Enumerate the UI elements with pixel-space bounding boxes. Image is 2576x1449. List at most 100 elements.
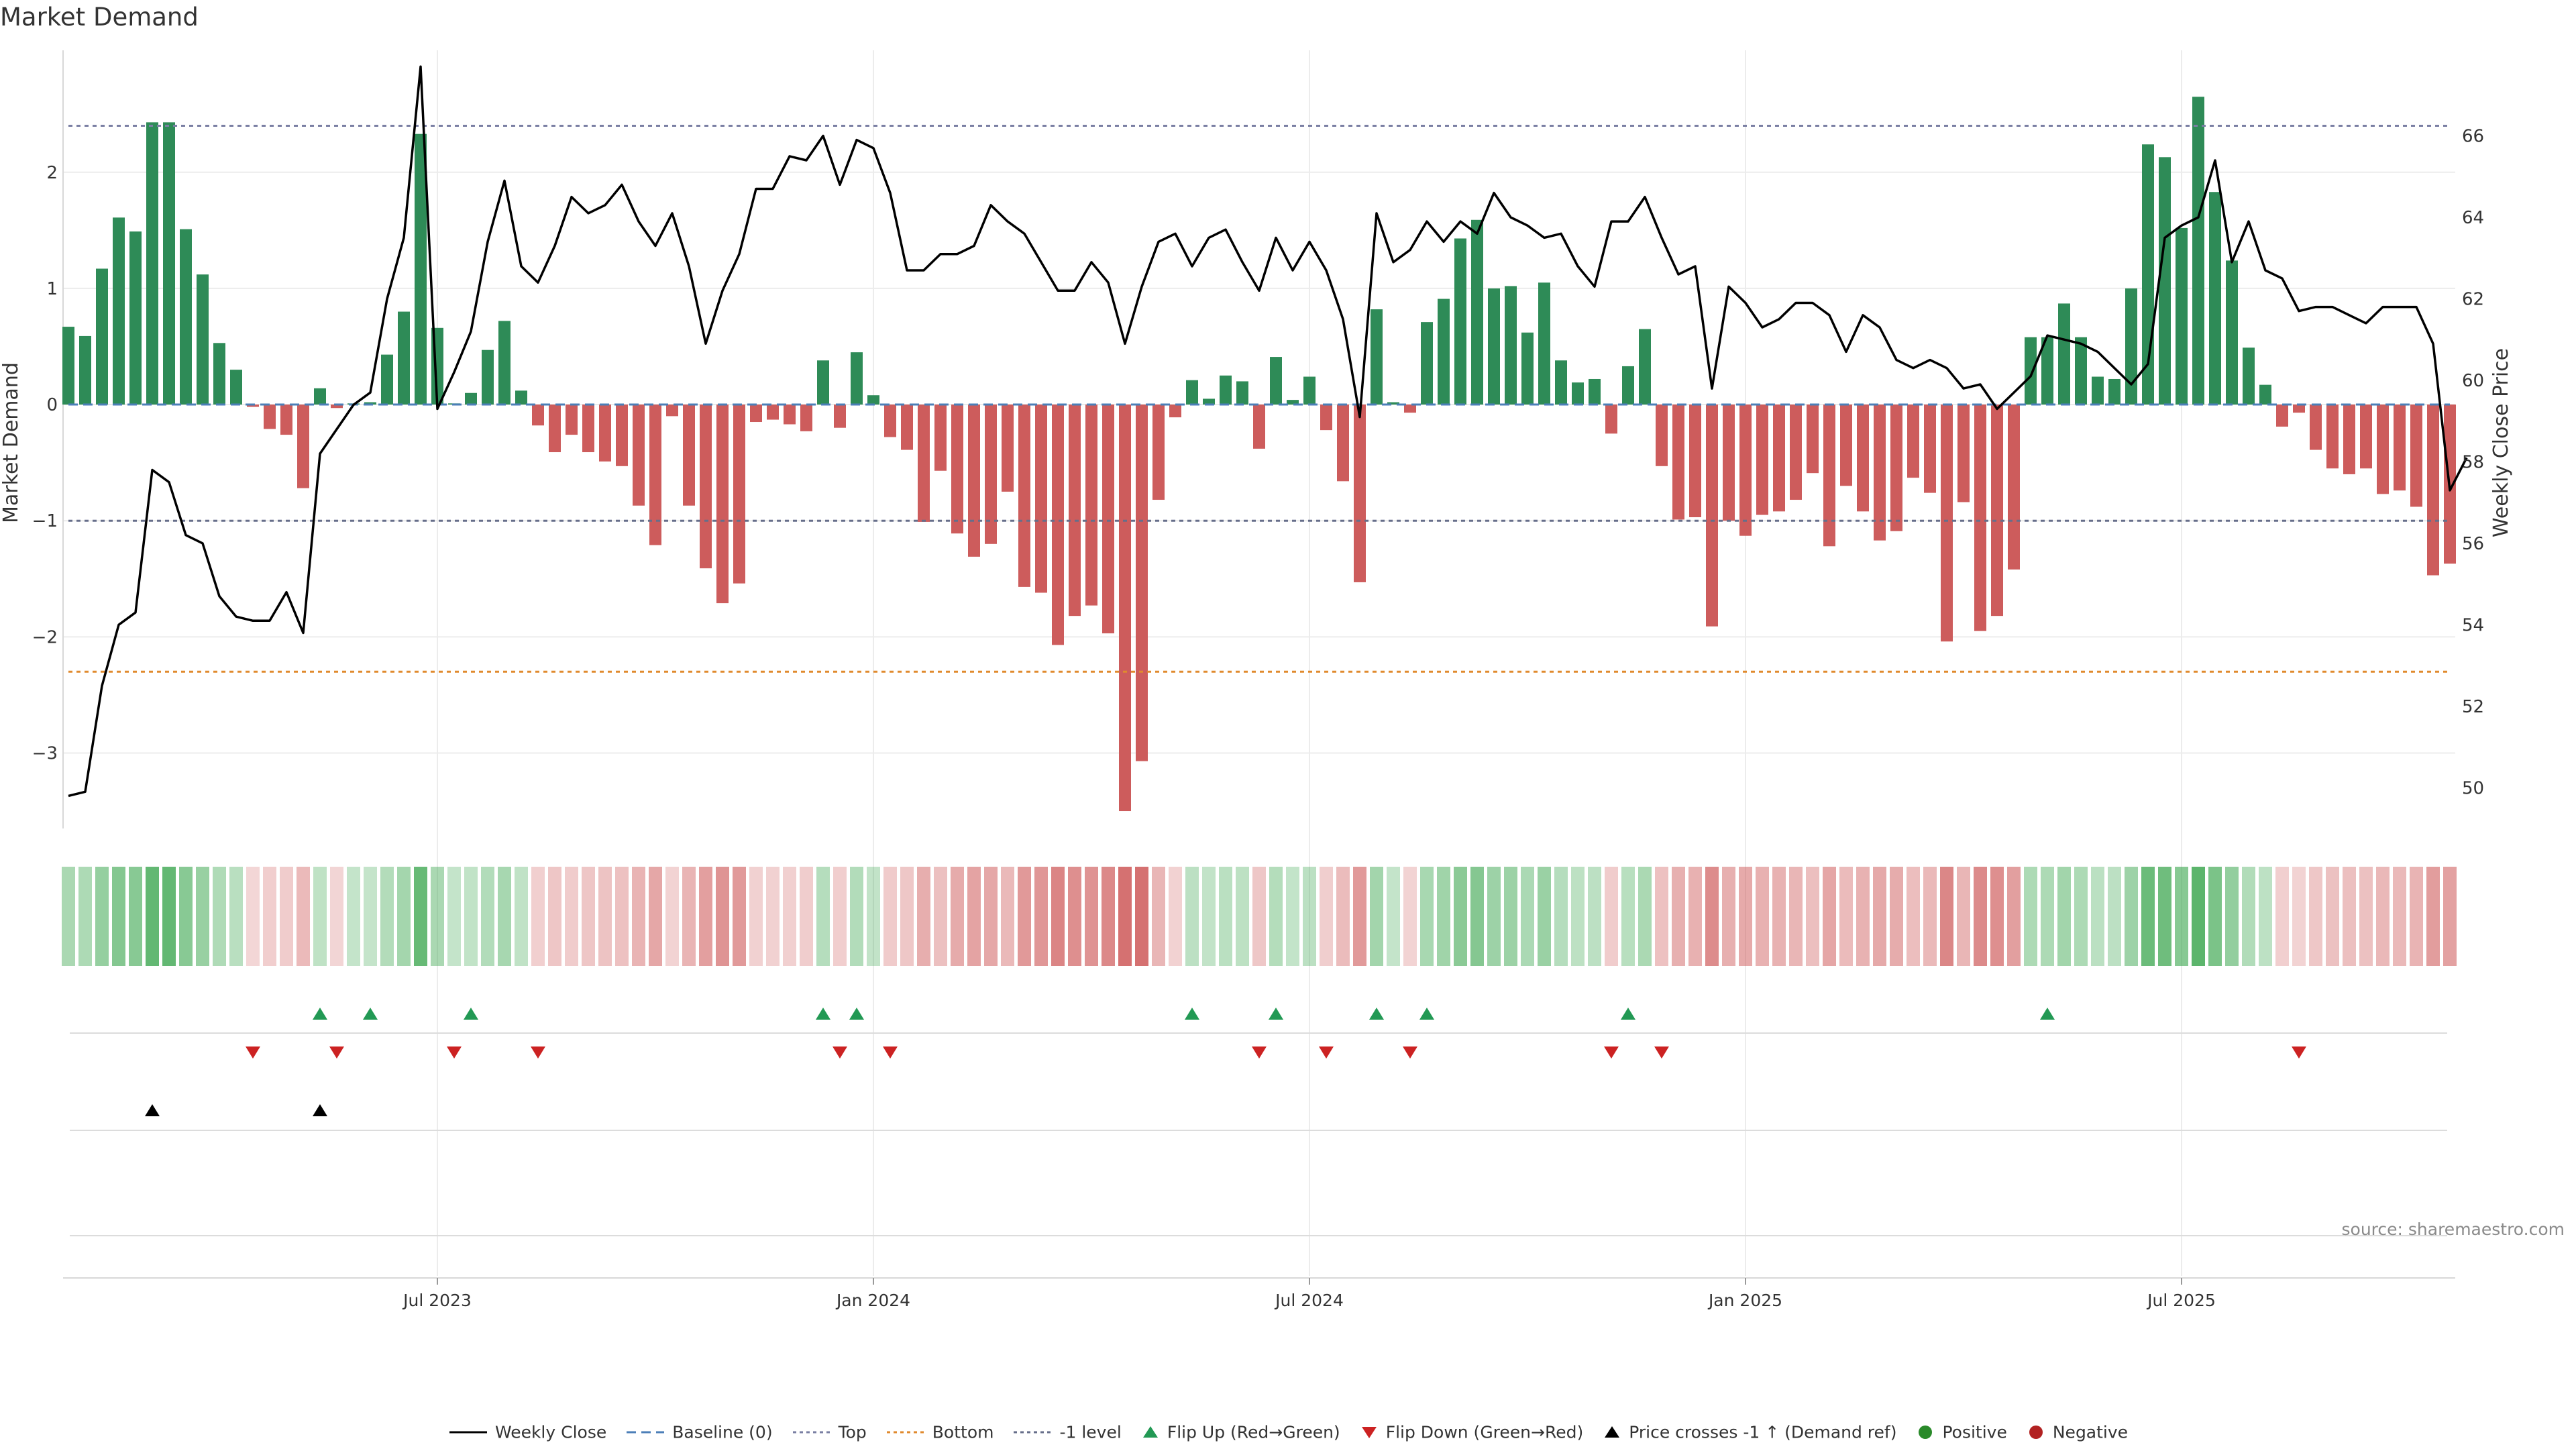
heat-strip-cell [1772,867,1786,966]
heat-strip-cell [1403,867,1417,966]
demand-bar [1035,405,1047,593]
demand-bar [985,405,997,544]
heat-strip-cell [1940,867,1953,966]
demand-bar [918,405,930,522]
demand-bar [951,405,963,534]
y-right-tick-label: 50 [2462,778,2484,798]
heat-strip-cell [1739,867,1752,966]
demand-bar [482,350,494,405]
heat-strip-cell [934,867,947,966]
heat-strip-cell [1018,867,1031,966]
price-cross-marker [313,1104,327,1116]
demand-bar [1924,405,1936,493]
heat-strip-cell [1806,867,1819,966]
demand-bar [1790,405,1802,500]
demand-bar [2176,227,2188,405]
demand-bar [2226,260,2238,405]
demand-bar [1991,405,2003,616]
legend-label: Flip Up (Red→Green) [1167,1422,1340,1442]
price-cross-marker [145,1104,160,1116]
legend-swatch [2029,1425,2043,1439]
demand-bar [1555,360,1567,405]
flip-down-marker [447,1046,462,1059]
demand-bar [1756,405,1768,515]
heat-strip-cell [2242,867,2255,966]
heat-strip-cell [1688,867,1702,966]
demand-bar [381,354,393,405]
demand-bar [1203,398,1215,405]
heat-strip-cell [515,867,528,966]
demand-bar [1371,309,1383,405]
heat-strip-cell [2343,867,2356,966]
heat-strip-cell [1236,867,1249,966]
demand-bar [1521,332,1534,405]
legend-label: Weekly Close [494,1422,607,1442]
legend-item: Bottom [885,1421,994,1442]
flip-up-marker [1369,1008,1384,1020]
demand-bar [2041,337,2053,405]
heat-strip-cell [1454,867,1467,966]
legend-label: Flip Down (Green→Red) [1385,1422,1584,1442]
heat-strip-cell [1185,867,1199,966]
demand-bar [2159,157,2171,405]
demand-bar [180,229,192,405]
heat-strip-cell [2108,867,2121,966]
demand-bar [2427,405,2439,576]
demand-bar [398,311,410,405]
flip-down-marker [531,1046,545,1059]
legend: Weekly Close Baseline (0) Top Bottom -1 leve… [0,1421,2576,1442]
y-right-axis-title: Weekly Close Price [2489,348,2513,537]
heat-strip-cell [867,867,880,966]
demand-bar [1220,375,1232,405]
legend-label: Positive [1942,1422,2007,1442]
flip-down-marker [2292,1046,2306,1059]
demand-bar [297,405,309,488]
demand-bar [2276,405,2288,427]
demand-bar [1672,405,1684,520]
demand-bar [582,405,594,453]
demand-bar [2360,405,2372,469]
heat-strip-cell [1990,867,2004,966]
demand-bar [1387,402,1399,405]
demand-bar [1739,405,1752,536]
heat-strip-cell [850,867,863,966]
demand-bar [666,405,678,417]
demand-bar [1454,238,1466,405]
demand-bar [1622,366,1634,405]
demand-bar [1337,405,1349,482]
heat-strip-cell [2141,867,2155,966]
legend-item: Negative [2026,1421,2128,1442]
heat-strip-cell [1957,867,1970,966]
heat-strip-cell [531,867,545,966]
demand-bar [129,231,142,405]
demand-bar [1404,405,1416,413]
heat-strip-cell [1001,867,1014,966]
heat-strip-cell [330,867,343,966]
demand-bar [498,321,511,405]
flip-up-marker [363,1008,378,1020]
demand-bar [800,405,812,431]
y-right-tick-label: 52 [2462,697,2484,717]
heat-strip-cell [1303,867,1316,966]
demand-bar [2410,405,2422,507]
legend-swatch [1919,1425,1933,1439]
heat-strip-cell [2091,867,2104,966]
demand-bar [2377,405,2389,494]
demand-bar [2125,288,2137,405]
x-tick-label: Jul 2025 [2146,1291,2216,1310]
legend-item: Flip Up (Red→Green) [1140,1421,1340,1442]
legend-item: Positive [1915,1421,2007,1442]
demand-bar [683,405,695,506]
demand-bar [465,392,477,405]
flip-up-marker [1269,1008,1283,1020]
heat-strip-cell [1722,867,1735,966]
demand-bar [1840,405,1852,486]
demand-bar [146,122,158,405]
legend-swatch [1605,1426,1620,1438]
demand-bar [1169,405,1181,418]
heat-strip-cell [598,867,612,966]
heat-strip-cell [1839,867,1853,966]
heat-strip-cell [447,867,461,966]
y-right-tick-label: 60 [2462,371,2484,391]
heat-strip-cell [1437,867,1450,966]
